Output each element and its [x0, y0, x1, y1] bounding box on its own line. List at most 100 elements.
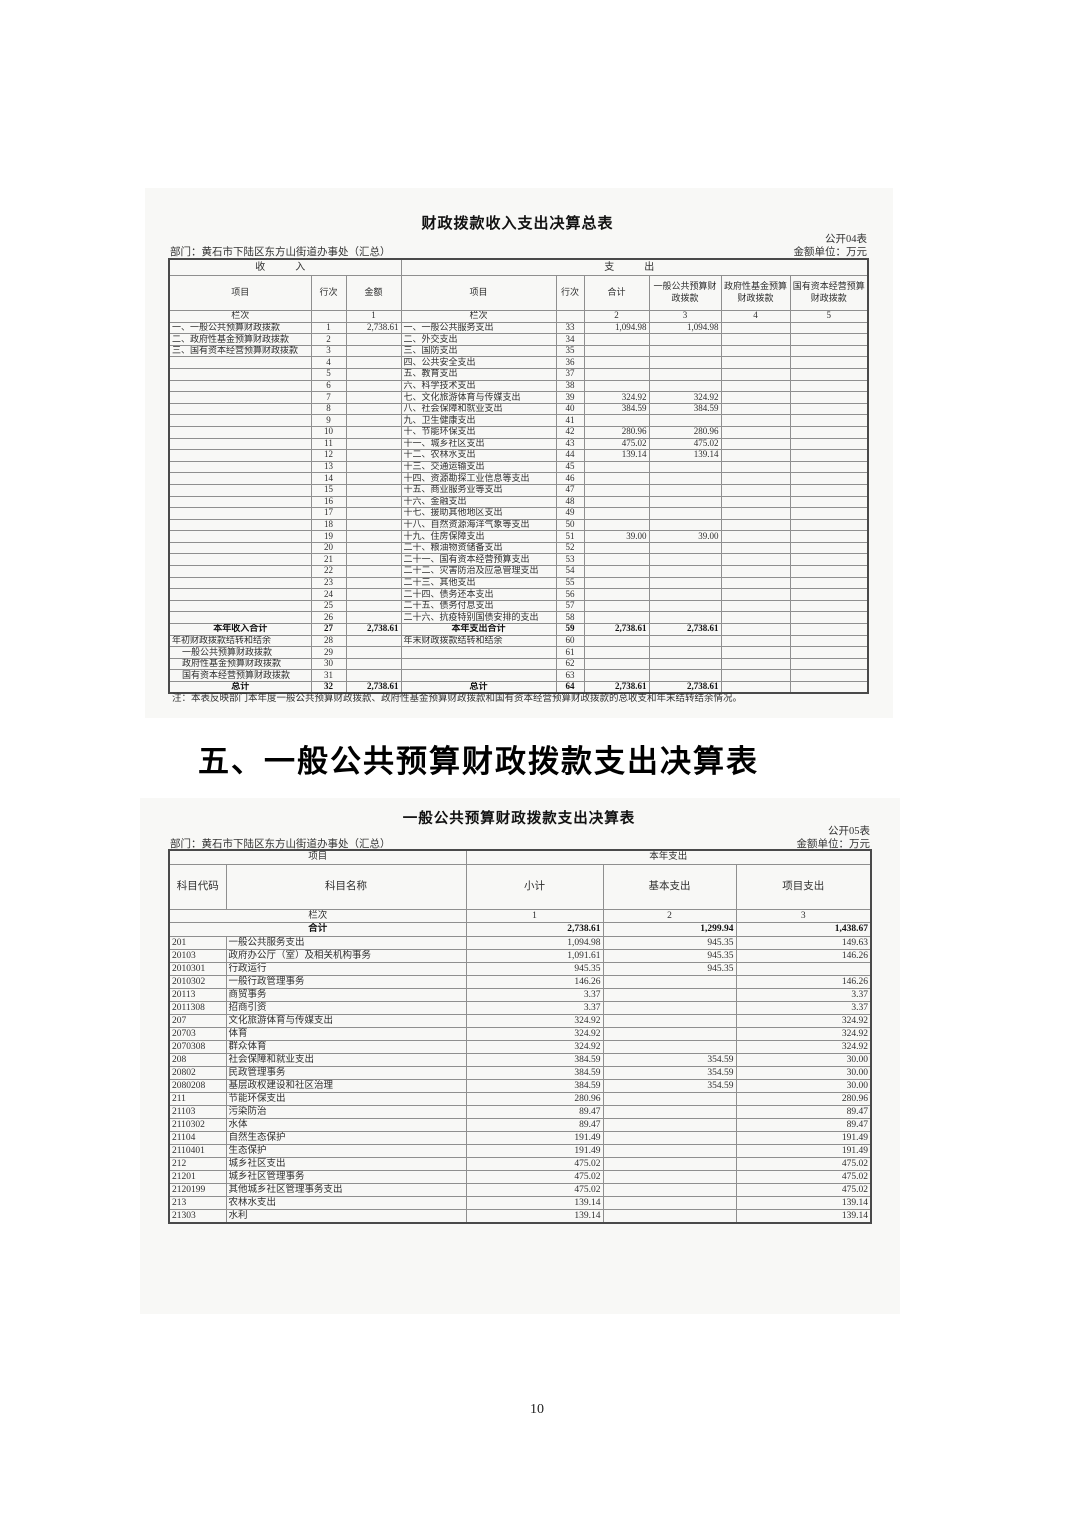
table-row: 年初财政拨款结转和结余 28 年末财政拨款结转和结余 60	[168, 634, 869, 648]
cell: 19	[310, 530, 347, 543]
table1: 收 入 支 出 项目 行次 金额 项目 行次 合计 一般公共预算财政拨款 政府性…	[168, 258, 870, 695]
cell: 41	[555, 414, 585, 427]
cell: 二十五、债务付息支出	[400, 599, 557, 613]
cell	[168, 367, 312, 381]
cell	[583, 356, 650, 369]
table-row: 20113 商贸事务 3.37 3.37	[168, 988, 872, 1002]
cell: 58	[555, 611, 585, 625]
cell	[345, 657, 402, 671]
cell	[648, 669, 722, 682]
cell	[789, 367, 869, 381]
cell: 1	[310, 321, 347, 335]
cell: 475.02	[465, 1170, 604, 1184]
cell	[648, 472, 722, 485]
cell	[602, 1105, 737, 1119]
cell: 四、公共安全支出	[400, 356, 557, 369]
cell	[583, 333, 650, 346]
cell	[648, 657, 722, 671]
cell: 农林水支出	[225, 1196, 467, 1210]
table-row: 2010301 行政运行 945.35 945.35	[168, 962, 872, 976]
cell	[583, 669, 650, 682]
cell: 280.96	[465, 1092, 604, 1106]
cell	[583, 599, 650, 613]
cell	[583, 565, 650, 578]
cell	[648, 634, 722, 648]
cell	[345, 391, 402, 404]
cell: 475.02	[583, 437, 650, 451]
cell	[345, 565, 402, 578]
cell: 149.63	[735, 936, 872, 950]
cell	[789, 623, 869, 636]
table-row: 政府性基金预算财政拨款 30 62	[168, 657, 869, 671]
year-expense-group-header: 本年支出	[465, 849, 872, 865]
cell	[345, 518, 402, 532]
table1-column-header-row: 项目 行次 金额 项目 行次 合计 一般公共预算财政拨款 政府性基金预算财政拨款…	[168, 275, 869, 311]
table2-title: 一般公共预算财政拨款支出决算表	[402, 811, 636, 827]
cell	[168, 425, 312, 439]
cell: 3.37	[735, 1001, 872, 1015]
cell: 本年收入合计	[168, 623, 312, 636]
table-row: 15 十五、商业服务业等支出 47	[168, 483, 869, 497]
table-row: 一、一般公共预算财政拨款 1 2,738.61 一、一般公共服务支出 33 1,094.9…	[168, 321, 869, 335]
cell	[345, 669, 402, 682]
table-row: 207 文化旅游体育与传媒支出 324.92 324.92	[168, 1014, 872, 1028]
cell	[789, 634, 869, 648]
table-row: 6 六、科学技术支出 38	[168, 379, 869, 393]
cell: 30.00	[735, 1079, 872, 1093]
cell: 2,738.61	[345, 623, 402, 636]
cell: 384.59	[465, 1079, 604, 1093]
cell: 十、节能环保支出	[400, 425, 557, 439]
cell: 30.00	[735, 1066, 872, 1080]
cell: 354.59	[602, 1053, 737, 1067]
cell: 51	[555, 530, 585, 543]
cell: 146.26	[735, 975, 872, 989]
cell	[168, 402, 312, 416]
table-row: 2070308 群众体育 324.92 324.92	[168, 1040, 872, 1054]
cell	[602, 1131, 737, 1145]
cell	[602, 1157, 737, 1171]
cell: 一、一般公共预算财政拨款	[168, 321, 312, 335]
cell: 十五、商业服务业等支出	[400, 483, 557, 497]
cell: 30.00	[735, 1053, 872, 1067]
cell	[720, 518, 791, 532]
cell	[583, 646, 650, 659]
table-row: 22 二十二、灾害防治及应急管理支出 54	[168, 565, 869, 578]
table-row: 16 十六、金融支出 48	[168, 495, 869, 509]
cell: 2,738.61	[345, 321, 402, 335]
table-row: 18 十八、自然资源海洋气象等支出 50	[168, 518, 869, 532]
table-row: 213 农林水支出 139.14 139.14	[168, 1196, 872, 1210]
cell: 政府办公厅（室）及相关机构事务	[225, 949, 467, 963]
cell	[720, 321, 791, 335]
cell	[602, 1118, 737, 1132]
cell	[789, 344, 869, 358]
cell	[345, 507, 402, 520]
table-row: 本年收入合计 27 2,738.61 本年支出合计 59 2,738.61 2,738.61	[168, 623, 869, 636]
cell: 3	[648, 310, 722, 323]
cell: 2,738.61	[583, 623, 650, 636]
cell: 29	[310, 646, 347, 659]
cell: 211	[168, 1092, 227, 1106]
cell	[789, 669, 869, 682]
cell: 7	[310, 391, 347, 404]
cell: 12	[310, 449, 347, 462]
cell: 22	[310, 565, 347, 578]
table-row: 21103 污染防治 89.47 89.47	[168, 1105, 872, 1119]
cell: 国有资本经营预算财政拨款	[168, 669, 312, 682]
cell: 十七、援助其他地区支出	[400, 507, 557, 520]
cell: 945.35	[602, 962, 737, 976]
table1-note: 注：本表反映部门本年度一般公共预算财政拨款、政府性基金预算财政拨款和国有资本经营…	[172, 694, 743, 704]
lane-col-3: 3	[735, 909, 872, 923]
cell	[720, 344, 791, 358]
cell: 七、文化旅游体育与传媒支出	[400, 391, 557, 404]
cell: 3.37	[465, 1001, 604, 1015]
cell	[720, 402, 791, 416]
table1-title: 财政拨款收入支出决算总表	[421, 215, 614, 232]
cell	[720, 623, 791, 636]
cell	[648, 646, 722, 659]
cell: 一般行政管理事务	[225, 975, 467, 989]
cell	[345, 634, 402, 648]
cell: 2011308	[168, 1001, 227, 1015]
cell: 57	[555, 599, 585, 613]
cell: 2110401	[168, 1144, 227, 1158]
cell: 139.14	[465, 1196, 604, 1210]
